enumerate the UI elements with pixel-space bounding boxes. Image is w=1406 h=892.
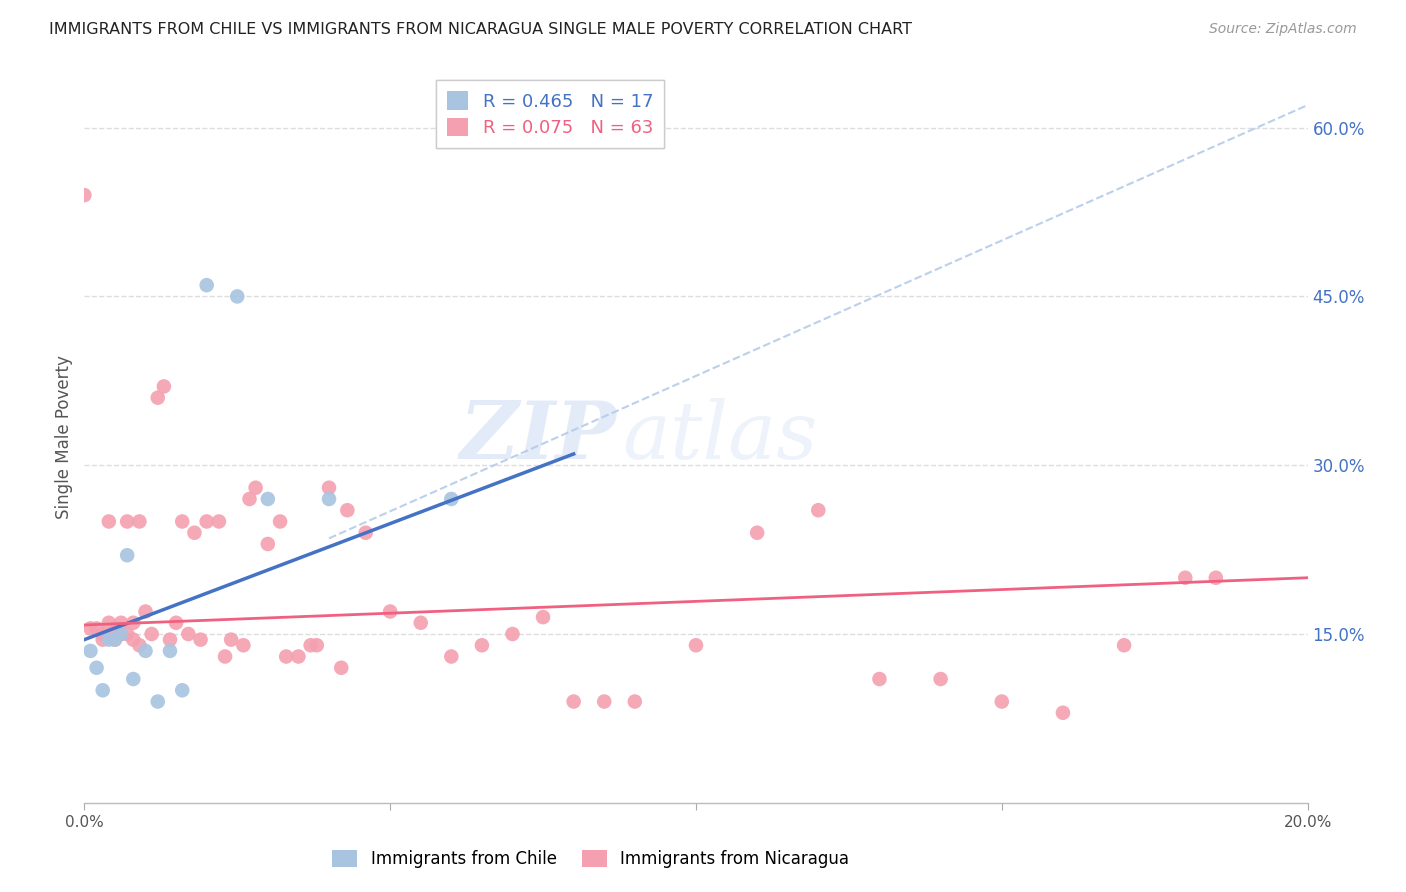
- Point: [245, 481, 267, 495]
- Point: [195, 278, 218, 293]
- Point: [115, 515, 138, 529]
- Point: [747, 525, 769, 540]
- Point: [86, 661, 108, 675]
- Point: [195, 515, 218, 529]
- Point: [269, 515, 291, 529]
- Point: [869, 672, 891, 686]
- Point: [305, 638, 328, 652]
- Point: [91, 632, 114, 647]
- Text: atlas: atlas: [623, 399, 818, 475]
- Point: [502, 627, 524, 641]
- Point: [97, 515, 120, 529]
- Point: [128, 638, 150, 652]
- Point: [593, 694, 616, 708]
- Point: [165, 615, 187, 630]
- Point: [354, 525, 377, 540]
- Point: [190, 632, 212, 647]
- Point: [409, 615, 432, 630]
- Point: [330, 661, 353, 675]
- Point: [257, 537, 280, 551]
- Point: [122, 615, 145, 630]
- Point: [91, 627, 114, 641]
- Point: [97, 615, 120, 630]
- Point: [73, 188, 96, 202]
- Point: [440, 491, 463, 506]
- Point: [79, 644, 101, 658]
- Point: [929, 672, 952, 686]
- Point: [318, 491, 340, 506]
- Point: [177, 627, 200, 641]
- Point: [276, 649, 298, 664]
- Text: ZIP: ZIP: [460, 399, 616, 475]
- Point: [104, 621, 127, 635]
- Point: [214, 649, 236, 664]
- Point: [110, 627, 132, 641]
- Point: [153, 379, 176, 393]
- Point: [79, 621, 101, 635]
- Point: [685, 638, 707, 652]
- Legend: Immigrants from Chile, Immigrants from Nicaragua: Immigrants from Chile, Immigrants from N…: [326, 843, 855, 875]
- Point: [115, 627, 138, 641]
- Point: [104, 632, 127, 647]
- Point: [135, 605, 157, 619]
- Point: [122, 672, 145, 686]
- Point: [380, 605, 402, 619]
- Point: [299, 638, 322, 652]
- Point: [531, 610, 554, 624]
- Point: [128, 515, 150, 529]
- Text: IMMIGRANTS FROM CHILE VS IMMIGRANTS FROM NICARAGUA SINGLE MALE POVERTY CORRELATI: IMMIGRANTS FROM CHILE VS IMMIGRANTS FROM…: [49, 22, 912, 37]
- Point: [208, 515, 231, 529]
- Point: [318, 481, 340, 495]
- Text: Source: ZipAtlas.com: Source: ZipAtlas.com: [1209, 22, 1357, 37]
- Point: [807, 503, 830, 517]
- Point: [232, 638, 254, 652]
- Point: [110, 615, 132, 630]
- Point: [219, 632, 242, 647]
- Point: [172, 515, 194, 529]
- Point: [159, 644, 181, 658]
- Point: [91, 683, 114, 698]
- Point: [122, 632, 145, 647]
- Point: [562, 694, 585, 708]
- Point: [226, 289, 249, 303]
- Point: [440, 649, 463, 664]
- Point: [183, 525, 205, 540]
- Point: [991, 694, 1014, 708]
- Point: [238, 491, 260, 506]
- Point: [146, 694, 169, 708]
- Point: [1052, 706, 1074, 720]
- Point: [159, 632, 181, 647]
- Point: [146, 391, 169, 405]
- Point: [135, 644, 157, 658]
- Point: [115, 548, 138, 562]
- Legend: R = 0.465   N = 17, R = 0.075   N = 63: R = 0.465 N = 17, R = 0.075 N = 63: [436, 80, 664, 148]
- Point: [104, 632, 127, 647]
- Point: [1205, 571, 1227, 585]
- Point: [141, 627, 163, 641]
- Y-axis label: Single Male Poverty: Single Male Poverty: [55, 355, 73, 519]
- Point: [471, 638, 494, 652]
- Point: [1114, 638, 1136, 652]
- Point: [86, 621, 108, 635]
- Point: [110, 627, 132, 641]
- Point: [257, 491, 280, 506]
- Point: [624, 694, 647, 708]
- Point: [1174, 571, 1197, 585]
- Point: [97, 632, 120, 647]
- Point: [336, 503, 359, 517]
- Point: [287, 649, 309, 664]
- Point: [172, 683, 194, 698]
